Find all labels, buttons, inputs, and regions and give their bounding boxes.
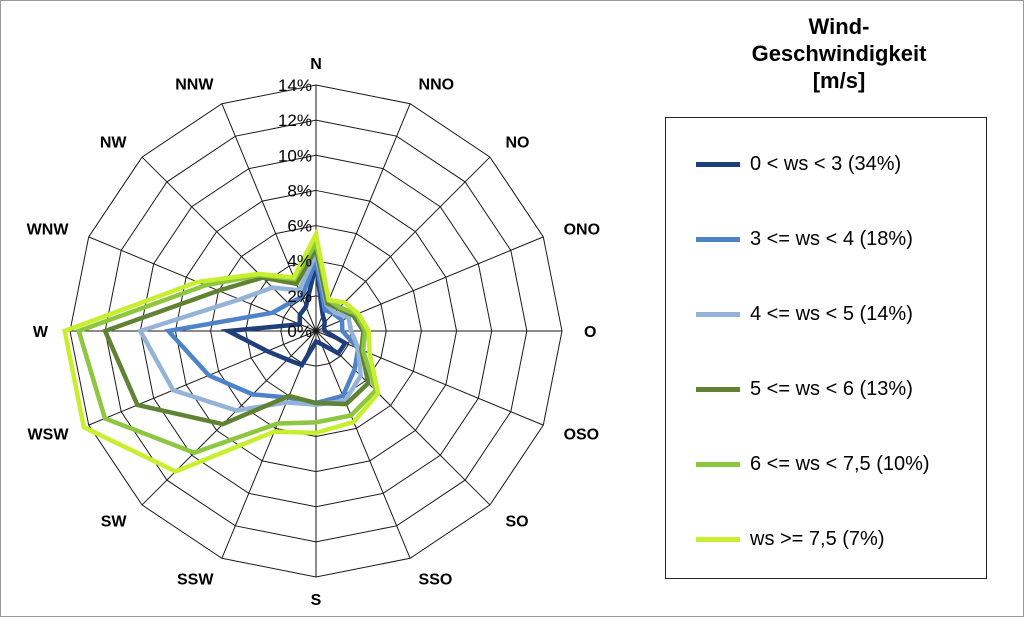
grid-spoke-ssw — [221, 330, 317, 559]
tick-label-3: 6% — [287, 217, 312, 236]
legend-label-series-1: 0 < ws < 3 (34%) — [750, 152, 902, 175]
grid-spoke-nno — [315, 103, 411, 332]
grid-spoke-wnw — [88, 236, 317, 332]
legend-title: Wind- Geschwindigkeit [m/s] — [689, 13, 989, 94]
legend-label-series-4: 5 <= ws < 6 (13%) — [750, 377, 913, 400]
legend-item-series-3: 4 <= ws < 5 (14%) — [696, 299, 913, 329]
grid-spoke-nnw — [221, 103, 317, 332]
grid-spoke-nw — [141, 156, 317, 332]
legend-label-series-2: 3 <= ws < 4 (18%) — [750, 227, 913, 250]
tick-label-1: 2% — [287, 287, 312, 306]
grid-spoke-so — [315, 330, 491, 506]
legend: 0 < ws < 3 (34%) 3 <= ws < 4 (18%) 4 <= … — [665, 117, 987, 579]
legend-item-series-4: 5 <= ws < 6 (13%) — [696, 374, 913, 404]
legend-swatch-series-4 — [696, 386, 740, 392]
legend-swatch-series-2 — [696, 236, 740, 242]
direction-label-oso: OSO — [564, 427, 600, 444]
direction-label-ono: ONO — [564, 221, 600, 238]
grid-spoke-sso — [315, 330, 411, 559]
legend-title-line-1: Wind- — [808, 14, 870, 39]
series-line-1 — [220, 263, 349, 368]
tick-label-2: 4% — [287, 252, 312, 271]
grid-spoke-wsw — [88, 330, 317, 426]
direction-label-wnw: WNW — [27, 221, 70, 238]
legend-label-series-3: 4 <= ws < 5 (14%) — [750, 302, 913, 325]
direction-label-nno: NNO — [419, 76, 455, 93]
direction-label-w: W — [33, 324, 49, 341]
legend-swatch-series-1 — [696, 161, 740, 167]
legend-title-line-3: [m/s] — [812, 68, 866, 93]
radar-grid — [69, 84, 563, 578]
legend-item-series-2: 3 <= ws < 4 (18%) — [696, 224, 913, 254]
direction-label-wsw: WSW — [28, 427, 70, 444]
direction-label-nnw: NNW — [175, 76, 214, 93]
direction-label-s: S — [311, 592, 322, 609]
legend-swatch-series-3 — [696, 311, 740, 317]
radar-chart: 0% 2% 4% 6% 8% 10% 12% 14% N NNO NO ONO O OSO SO SSO S SS… — [27, 56, 600, 609]
direction-label-n: N — [310, 56, 322, 73]
direction-label-sw: SW — [101, 513, 128, 530]
legend-item-series-6: ws >= 7,5 (7%) — [696, 524, 885, 554]
legend-label-series-6: ws >= 7,5 (7%) — [750, 527, 885, 550]
legend-title-line-2: Geschwindigkeit — [751, 41, 927, 66]
radar-series — [62, 227, 381, 474]
legend-item-series-5: 6 <= ws < 7,5 (10%) — [696, 449, 930, 479]
direction-label-so: SO — [505, 513, 528, 530]
tick-label-5: 10% — [278, 146, 312, 165]
direction-label-nw: NW — [100, 135, 128, 152]
series-line-5 — [76, 237, 379, 456]
direction-label-o: O — [584, 324, 596, 341]
tick-label-7: 14% — [278, 76, 312, 95]
legend-label-series-5: 6 <= ws < 7,5 (10%) — [750, 452, 930, 475]
grid-spoke-sw — [141, 330, 317, 506]
legend-swatch-series-6 — [696, 536, 740, 542]
direction-label-ssw: SSW — [177, 572, 214, 589]
legend-swatch-series-5 — [696, 461, 740, 467]
direction-label-no: NO — [505, 135, 529, 152]
tick-label-0: 0% — [287, 322, 312, 341]
grid-spoke-no — [315, 156, 491, 332]
legend-item-series-1: 0 < ws < 3 (34%) — [696, 149, 901, 179]
series-line-6 — [62, 227, 381, 474]
tick-label-6: 12% — [278, 111, 312, 130]
tick-label-4: 8% — [287, 181, 312, 200]
direction-label-sso: SSO — [419, 572, 453, 589]
